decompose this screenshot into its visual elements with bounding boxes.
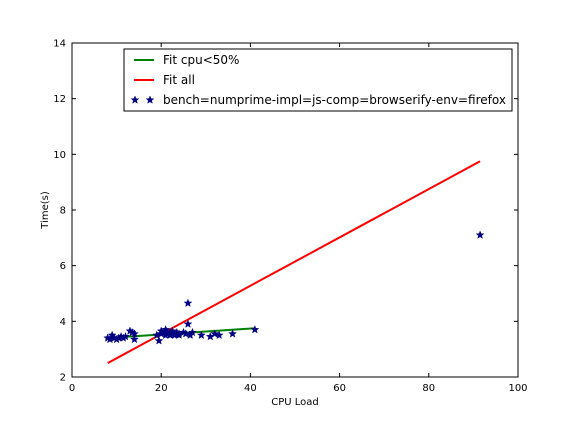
legend-marker	[145, 95, 155, 104]
x-tick-label: 80	[422, 383, 435, 394]
data-point	[129, 334, 139, 344]
legend-label: bench=numprime-impl=js-comp=browserify-e…	[163, 93, 506, 107]
y-tick-label: 4	[60, 317, 66, 328]
legend-label: Fit all	[163, 73, 195, 87]
x-tick-label: 20	[155, 383, 168, 394]
legend-box	[123, 48, 513, 112]
x-axis-label: CPU Load	[271, 397, 319, 408]
data-point	[250, 324, 260, 334]
data-point	[161, 324, 171, 334]
legend: Fit cpu<50% Fit all bench=numprime-impl=js…	[123, 48, 513, 112]
data-point	[475, 230, 485, 239]
y-tick-label: 12	[53, 94, 66, 105]
y-tick-label: 2	[60, 373, 66, 384]
data-point	[183, 298, 193, 308]
data-point	[183, 319, 193, 328]
x-tick-label: 0	[69, 383, 75, 394]
x-axis: 0 20 40 60 80 100	[69, 43, 528, 394]
y-axis-label: Time(s)	[40, 191, 51, 230]
data-point	[214, 330, 224, 340]
data-point	[196, 330, 206, 340]
scatter-points	[103, 230, 485, 345]
x-tick-label: 40	[244, 383, 257, 394]
legend-marker	[130, 95, 140, 104]
data-point	[228, 329, 238, 338]
y-tick-label: 8	[60, 206, 66, 217]
data-point	[187, 327, 197, 337]
x-tick-label: 100	[508, 383, 527, 394]
y-axis: 2 4 6 8 10 12 14	[53, 39, 518, 384]
x-tick-label: 60	[333, 383, 346, 394]
y-tick-label: 6	[60, 261, 66, 272]
legend-label: Fit cpu<50%	[163, 53, 239, 67]
data-point	[210, 329, 220, 338]
data-point	[121, 331, 130, 341]
y-tick-label: 10	[53, 150, 66, 161]
data-point	[181, 329, 191, 338]
data-point	[154, 336, 164, 345]
y-tick-label: 14	[53, 39, 66, 50]
